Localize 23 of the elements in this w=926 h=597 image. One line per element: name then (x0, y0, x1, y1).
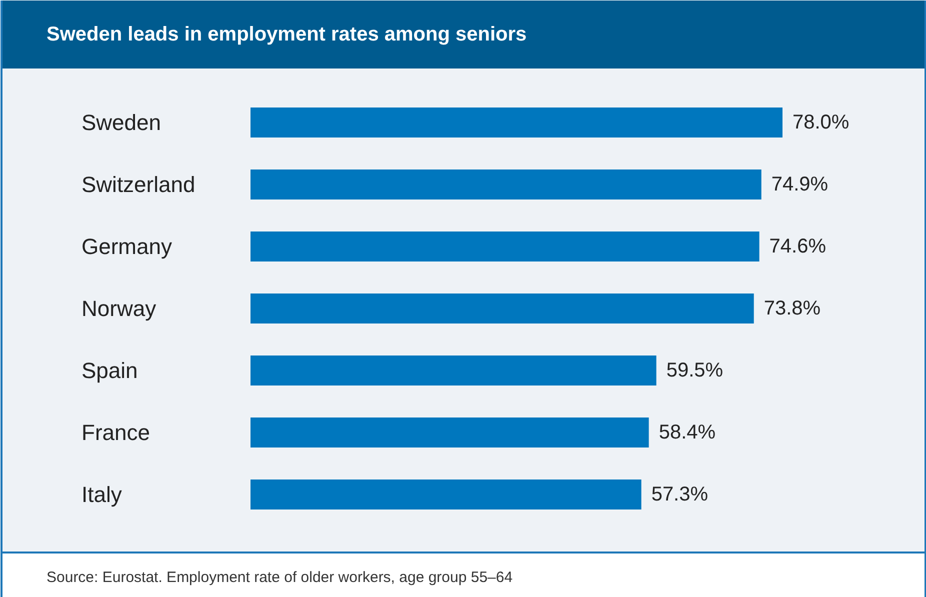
data-label: 57.3% (651, 484, 708, 506)
bar (250, 294, 754, 324)
data-label: 78.0% (792, 112, 850, 134)
data-label: 74.9% (771, 174, 828, 196)
y-tick-label: Germany (82, 234, 172, 259)
y-tick-label: Switzerland (82, 172, 196, 197)
data-label: 73.8% (764, 298, 821, 320)
bar (250, 418, 649, 448)
bar (250, 170, 762, 200)
bar (250, 232, 760, 262)
data-label: 59.5% (666, 360, 724, 382)
y-tick-label: Norway (82, 296, 156, 321)
bar (250, 108, 782, 138)
data-label: 74.6% (769, 236, 826, 258)
bar (250, 480, 642, 510)
chart-title: Sweden leads in employment rates among seniors (46, 24, 527, 46)
y-tick-label: France (82, 420, 150, 445)
data-label: 58.4% (658, 422, 716, 444)
bar (250, 356, 656, 386)
source-note: Source: Eurostat. Employment rate of older workers, age group 55–64 (46, 569, 513, 586)
y-tick-label: Sweden (82, 110, 162, 135)
y-tick-label: Spain (82, 358, 138, 383)
y-tick-label: Italy (82, 482, 122, 507)
